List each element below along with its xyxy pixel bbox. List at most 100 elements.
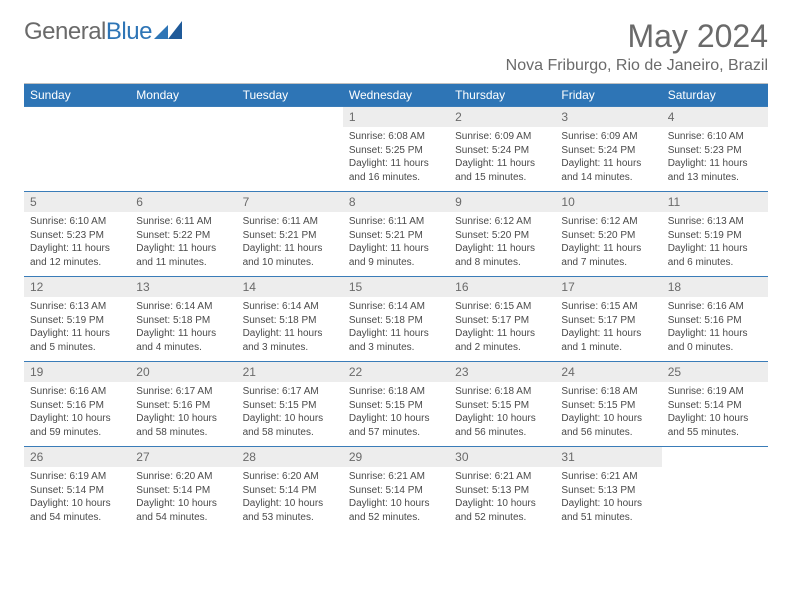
- date-number: 25: [662, 362, 768, 382]
- date-number: 3: [555, 107, 661, 127]
- sunset-text: Sunset: 5:15 PM: [243, 399, 337, 413]
- daylight-text-2: and 5 minutes.: [30, 341, 124, 355]
- date-number: 18: [662, 277, 768, 297]
- daylight-text-2: and 58 minutes.: [136, 426, 230, 440]
- sunset-text: Sunset: 5:14 PM: [349, 484, 443, 498]
- logo: GeneralBlue: [24, 18, 182, 46]
- date-number: 23: [449, 362, 555, 382]
- calendar-cell: 2Sunrise: 6:09 AMSunset: 5:24 PMDaylight…: [449, 107, 555, 191]
- cell-body: Sunrise: 6:21 AMSunset: 5:13 PMDaylight:…: [555, 467, 661, 530]
- calendar-cell: 12Sunrise: 6:13 AMSunset: 5:19 PMDayligh…: [24, 277, 130, 361]
- calendar-cell: 18Sunrise: 6:16 AMSunset: 5:16 PMDayligh…: [662, 277, 768, 361]
- daylight-text-1: Daylight: 11 hours: [349, 157, 443, 171]
- calendar-cell: [130, 107, 236, 191]
- sunrise-text: Sunrise: 6:14 AM: [243, 300, 337, 314]
- cell-body: Sunrise: 6:14 AMSunset: 5:18 PMDaylight:…: [343, 297, 449, 360]
- daylight-text-1: Daylight: 10 hours: [30, 412, 124, 426]
- daylight-text-2: and 4 minutes.: [136, 341, 230, 355]
- calendar-cell: 20Sunrise: 6:17 AMSunset: 5:16 PMDayligh…: [130, 362, 236, 446]
- sunrise-text: Sunrise: 6:11 AM: [349, 215, 443, 229]
- daylight-text-2: and 54 minutes.: [136, 511, 230, 525]
- calendar-cell: 24Sunrise: 6:18 AMSunset: 5:15 PMDayligh…: [555, 362, 661, 446]
- daylight-text-2: and 13 minutes.: [668, 171, 762, 185]
- calendar-cell: [662, 447, 768, 531]
- daylight-text-2: and 57 minutes.: [349, 426, 443, 440]
- sunset-text: Sunset: 5:17 PM: [561, 314, 655, 328]
- calendar-cell: 10Sunrise: 6:12 AMSunset: 5:20 PMDayligh…: [555, 192, 661, 276]
- date-number: 15: [343, 277, 449, 297]
- cell-body: Sunrise: 6:17 AMSunset: 5:15 PMDaylight:…: [237, 382, 343, 445]
- sunrise-text: Sunrise: 6:10 AM: [30, 215, 124, 229]
- sunrise-text: Sunrise: 6:12 AM: [455, 215, 549, 229]
- date-number: 7: [237, 192, 343, 212]
- daylight-text-1: Daylight: 10 hours: [349, 412, 443, 426]
- sunrise-text: Sunrise: 6:18 AM: [561, 385, 655, 399]
- sunrise-text: Sunrise: 6:13 AM: [668, 215, 762, 229]
- daylight-text-2: and 14 minutes.: [561, 171, 655, 185]
- sunrise-text: Sunrise: 6:18 AM: [349, 385, 443, 399]
- date-number: 16: [449, 277, 555, 297]
- cell-body: Sunrise: 6:08 AMSunset: 5:25 PMDaylight:…: [343, 127, 449, 190]
- daylight-text-1: Daylight: 10 hours: [455, 497, 549, 511]
- calendar-cell: 13Sunrise: 6:14 AMSunset: 5:18 PMDayligh…: [130, 277, 236, 361]
- daylight-text-1: Daylight: 11 hours: [561, 242, 655, 256]
- day-header-row: Sunday Monday Tuesday Wednesday Thursday…: [24, 84, 768, 106]
- calendar-cell: 4Sunrise: 6:10 AMSunset: 5:23 PMDaylight…: [662, 107, 768, 191]
- cell-body: Sunrise: 6:15 AMSunset: 5:17 PMDaylight:…: [449, 297, 555, 360]
- sunset-text: Sunset: 5:16 PM: [668, 314, 762, 328]
- daylight-text-1: Daylight: 11 hours: [30, 327, 124, 341]
- sunrise-text: Sunrise: 6:14 AM: [349, 300, 443, 314]
- day-header: Thursday: [449, 84, 555, 106]
- cell-body: Sunrise: 6:18 AMSunset: 5:15 PMDaylight:…: [555, 382, 661, 445]
- cell-body: Sunrise: 6:11 AMSunset: 5:21 PMDaylight:…: [237, 212, 343, 275]
- sunrise-text: Sunrise: 6:21 AM: [561, 470, 655, 484]
- daylight-text-1: Daylight: 11 hours: [561, 157, 655, 171]
- daylight-text-2: and 3 minutes.: [243, 341, 337, 355]
- sunset-text: Sunset: 5:23 PM: [668, 144, 762, 158]
- date-number: 17: [555, 277, 661, 297]
- daylight-text-1: Daylight: 10 hours: [243, 412, 337, 426]
- daylight-text-2: and 55 minutes.: [668, 426, 762, 440]
- daylight-text-1: Daylight: 11 hours: [30, 242, 124, 256]
- sunrise-text: Sunrise: 6:13 AM: [30, 300, 124, 314]
- week-row: 1Sunrise: 6:08 AMSunset: 5:25 PMDaylight…: [24, 106, 768, 191]
- daylight-text-1: Daylight: 11 hours: [455, 242, 549, 256]
- cell-body: Sunrise: 6:14 AMSunset: 5:18 PMDaylight:…: [130, 297, 236, 360]
- sunrise-text: Sunrise: 6:20 AM: [243, 470, 337, 484]
- page-header: GeneralBlue May 2024 Nova Friburgo, Rio …: [24, 18, 768, 75]
- day-header: Wednesday: [343, 84, 449, 106]
- date-number: 26: [24, 447, 130, 467]
- daylight-text-2: and 56 minutes.: [561, 426, 655, 440]
- week-row: 12Sunrise: 6:13 AMSunset: 5:19 PMDayligh…: [24, 276, 768, 361]
- daylight-text-1: Daylight: 11 hours: [668, 157, 762, 171]
- daylight-text-2: and 9 minutes.: [349, 256, 443, 270]
- daylight-text-1: Daylight: 10 hours: [349, 497, 443, 511]
- sunset-text: Sunset: 5:22 PM: [136, 229, 230, 243]
- daylight-text-1: Daylight: 10 hours: [668, 412, 762, 426]
- cell-body: Sunrise: 6:20 AMSunset: 5:14 PMDaylight:…: [130, 467, 236, 530]
- date-number: 24: [555, 362, 661, 382]
- calendar-cell: 14Sunrise: 6:14 AMSunset: 5:18 PMDayligh…: [237, 277, 343, 361]
- cell-body: Sunrise: 6:18 AMSunset: 5:15 PMDaylight:…: [449, 382, 555, 445]
- daylight-text-2: and 1 minute.: [561, 341, 655, 355]
- daylight-text-2: and 56 minutes.: [455, 426, 549, 440]
- calendar-cell: 23Sunrise: 6:18 AMSunset: 5:15 PMDayligh…: [449, 362, 555, 446]
- cell-body: Sunrise: 6:09 AMSunset: 5:24 PMDaylight:…: [449, 127, 555, 190]
- sunrise-text: Sunrise: 6:17 AM: [243, 385, 337, 399]
- daylight-text-1: Daylight: 10 hours: [561, 412, 655, 426]
- sunset-text: Sunset: 5:18 PM: [243, 314, 337, 328]
- sunset-text: Sunset: 5:20 PM: [561, 229, 655, 243]
- sunrise-text: Sunrise: 6:16 AM: [668, 300, 762, 314]
- calendar-cell: 8Sunrise: 6:11 AMSunset: 5:21 PMDaylight…: [343, 192, 449, 276]
- daylight-text-1: Daylight: 10 hours: [243, 497, 337, 511]
- day-header: Friday: [555, 84, 661, 106]
- date-number: 30: [449, 447, 555, 467]
- daylight-text-1: Daylight: 11 hours: [349, 327, 443, 341]
- date-number: 21: [237, 362, 343, 382]
- calendar-cell: 28Sunrise: 6:20 AMSunset: 5:14 PMDayligh…: [237, 447, 343, 531]
- calendar-cell: 31Sunrise: 6:21 AMSunset: 5:13 PMDayligh…: [555, 447, 661, 531]
- daylight-text-1: Daylight: 11 hours: [561, 327, 655, 341]
- logo-text-2: Blue: [106, 18, 152, 46]
- cell-body: Sunrise: 6:21 AMSunset: 5:13 PMDaylight:…: [449, 467, 555, 530]
- daylight-text-2: and 6 minutes.: [668, 256, 762, 270]
